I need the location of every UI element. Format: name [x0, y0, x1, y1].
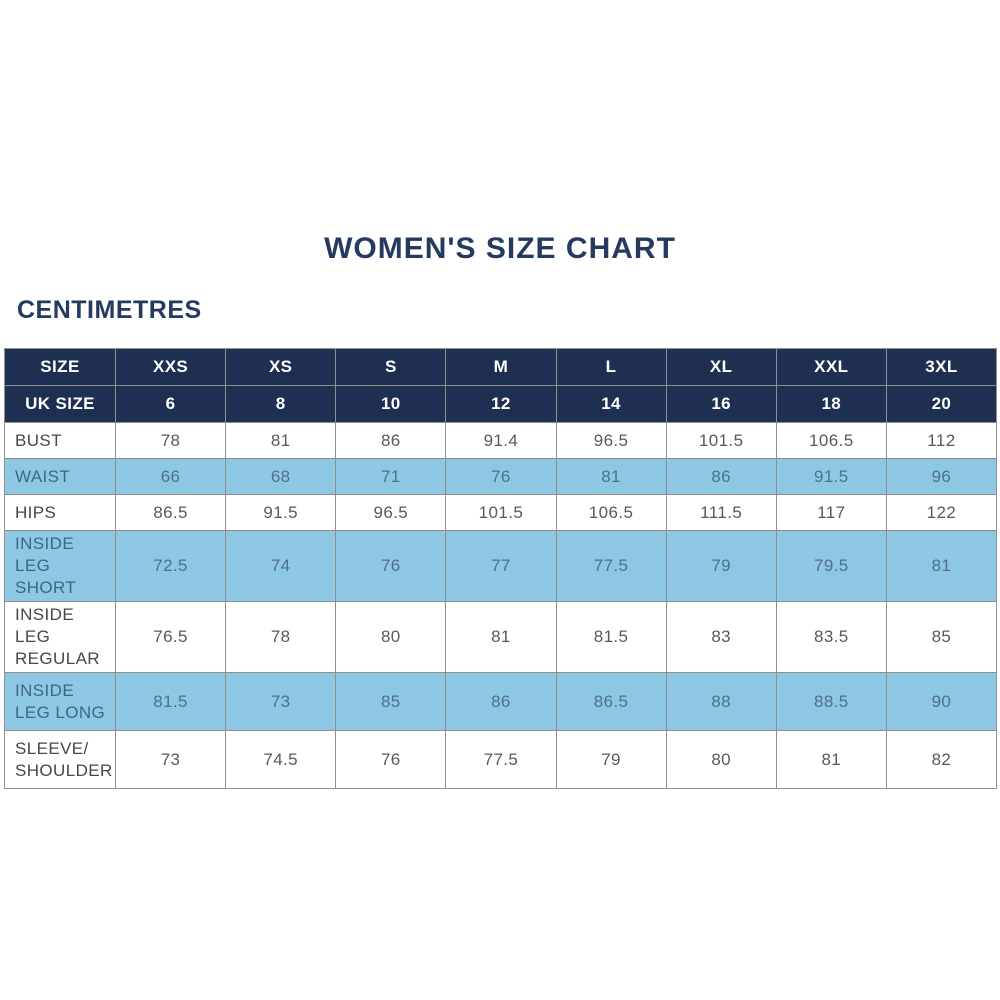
data-cell: 81 [885, 530, 998, 602]
data-cell: 79 [555, 730, 667, 789]
data-cell: 76 [445, 458, 557, 495]
data-cell: 101.5 [445, 494, 557, 531]
data-cell: 86.5 [555, 672, 667, 731]
data-cell: 73 [114, 730, 227, 789]
data-cell: 81 [555, 458, 667, 495]
table-header: SIZE XXS XS S M L XL XXL 3XL UK SIZE 6 8 10 12 14 16 18 2… [4, 348, 998, 423]
row-label: SLEEVE/ SHOULDER [4, 730, 116, 789]
data-cell: 106.5 [775, 422, 887, 459]
header-cell: 14 [555, 385, 667, 423]
size-chart-table: SIZE XXS XS S M L XL XXL 3XL UK SIZE 6 8 10 12 14 16 18 2… [4, 348, 998, 789]
data-cell: 91.5 [225, 494, 337, 531]
row-label: BUST [4, 422, 116, 459]
data-cell: 101.5 [665, 422, 777, 459]
data-cell: 82 [885, 730, 998, 789]
data-cell: 77.5 [555, 530, 667, 602]
header-label: SIZE [4, 348, 116, 386]
table-body: BUST 78 81 86 91.4 96.5 101.5 106.5 112 WAIST 66 68… [4, 422, 998, 789]
data-cell: 85 [885, 601, 998, 673]
data-cell: 112 [885, 422, 998, 459]
data-cell: 77 [445, 530, 557, 602]
data-cell: 81 [775, 730, 887, 789]
data-cell: 66 [114, 458, 227, 495]
header-cell: 12 [445, 385, 557, 423]
data-cell: 78 [225, 601, 337, 673]
data-cell: 111.5 [665, 494, 777, 531]
row-label: INSIDE LEG REGULAR [4, 601, 116, 673]
data-cell: 76.5 [114, 601, 227, 673]
header-cell: XS [225, 348, 337, 386]
header-cell: XXS [114, 348, 227, 386]
data-cell: 81 [445, 601, 557, 673]
header-cell: 10 [335, 385, 447, 423]
data-cell: 85 [335, 672, 447, 731]
data-cell: 91.4 [445, 422, 557, 459]
data-cell: 117 [775, 494, 887, 531]
table-row-bust: BUST 78 81 86 91.4 96.5 101.5 106.5 112 [4, 422, 998, 459]
header-cell: 16 [665, 385, 777, 423]
header-cell: XXL [775, 348, 887, 386]
data-cell: 78 [114, 422, 227, 459]
data-cell: 91.5 [775, 458, 887, 495]
data-cell: 74 [225, 530, 337, 602]
data-cell: 76 [335, 530, 447, 602]
header-row-size: SIZE XXS XS S M L XL XXL 3XL [4, 348, 998, 386]
data-cell: 73 [225, 672, 337, 731]
header-cell: 18 [775, 385, 887, 423]
table-row-sleeve-shoulder: SLEEVE/ SHOULDER 73 74.5 76 77.5 79 80 81 82 [4, 730, 998, 789]
row-label: INSIDE LEG LONG [4, 672, 116, 731]
data-cell: 71 [335, 458, 447, 495]
data-cell: 77.5 [445, 730, 557, 789]
data-cell: 90 [885, 672, 998, 731]
data-cell: 83.5 [775, 601, 887, 673]
data-cell: 86.5 [114, 494, 227, 531]
header-cell: 6 [114, 385, 227, 423]
unit-label: CENTIMETRES [17, 296, 202, 324]
data-cell: 72.5 [114, 530, 227, 602]
data-cell: 86 [665, 458, 777, 495]
header-cell: 20 [885, 385, 998, 423]
data-cell: 106.5 [555, 494, 667, 531]
data-cell: 74.5 [225, 730, 337, 789]
table-row-hips: HIPS 86.5 91.5 96.5 101.5 106.5 111.5 117 122 [4, 494, 998, 531]
data-cell: 83 [665, 601, 777, 673]
data-cell: 96 [885, 458, 998, 495]
data-cell: 88 [665, 672, 777, 731]
header-cell: S [335, 348, 447, 386]
header-label: UK SIZE [4, 385, 116, 423]
table-row-inside-leg-short: INSIDE LEG SHORT 72.5 74 76 77 77.5 79 79.5 81 [4, 530, 998, 602]
page-title: WOMEN'S SIZE CHART [324, 232, 676, 265]
data-cell: 96.5 [555, 422, 667, 459]
data-cell: 76 [335, 730, 447, 789]
data-cell: 79.5 [775, 530, 887, 602]
data-cell: 122 [885, 494, 998, 531]
data-cell: 80 [665, 730, 777, 789]
data-cell: 96.5 [335, 494, 447, 531]
header-row-uk-size: UK SIZE 6 8 10 12 14 16 18 20 [4, 385, 998, 423]
header-cell: 8 [225, 385, 337, 423]
data-cell: 86 [335, 422, 447, 459]
table-row-inside-leg-long: INSIDE LEG LONG 81.5 73 85 86 86.5 88 88.5 90 [4, 672, 998, 731]
data-cell: 88.5 [775, 672, 887, 731]
row-label: INSIDE LEG SHORT [4, 530, 116, 602]
data-cell: 81.5 [555, 601, 667, 673]
header-cell: M [445, 348, 557, 386]
data-cell: 86 [445, 672, 557, 731]
table-row-inside-leg-regular: INSIDE LEG REGULAR 76.5 78 80 81 81.5 83 83.5 85 [4, 601, 998, 673]
header-cell: 3XL [885, 348, 998, 386]
row-label: HIPS [4, 494, 116, 531]
data-cell: 81 [225, 422, 337, 459]
data-cell: 80 [335, 601, 447, 673]
data-cell: 81.5 [114, 672, 227, 731]
data-cell: 68 [225, 458, 337, 495]
header-cell: L [555, 348, 667, 386]
data-cell: 79 [665, 530, 777, 602]
header-cell: XL [665, 348, 777, 386]
table-row-waist: WAIST 66 68 71 76 81 86 91.5 96 [4, 458, 998, 495]
row-label: WAIST [4, 458, 116, 495]
